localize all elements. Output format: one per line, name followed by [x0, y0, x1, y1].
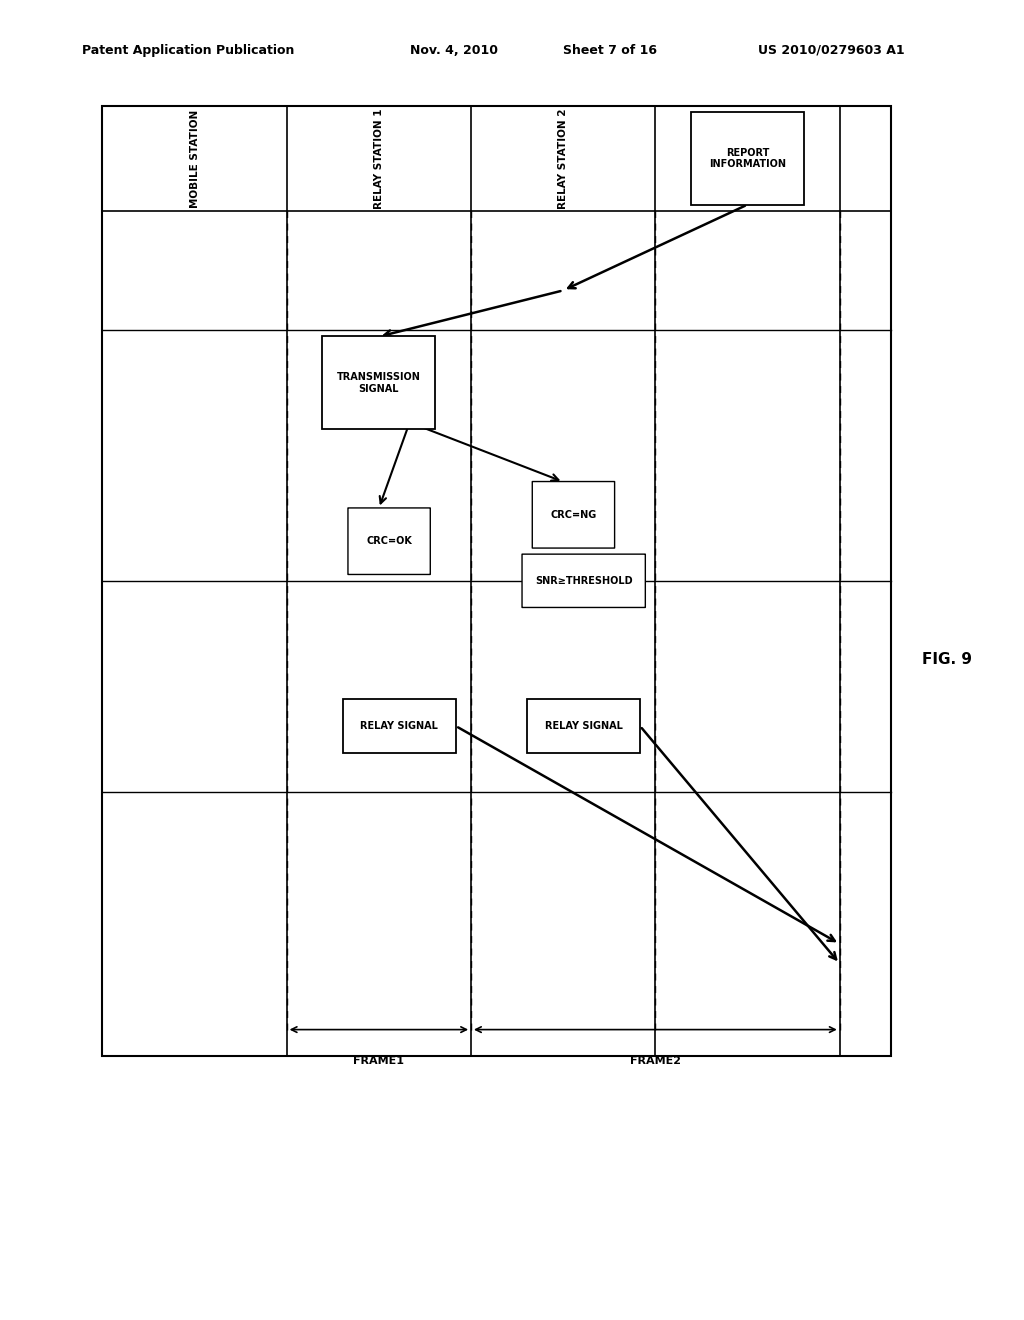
Text: CRC=OK: CRC=OK [367, 536, 412, 546]
Text: RELAY STATION 1: RELAY STATION 1 [374, 108, 384, 209]
Text: CRC=NG: CRC=NG [550, 510, 597, 520]
Text: MOBILE STATION: MOBILE STATION [189, 110, 200, 207]
Text: REPORT
INFORMATION: REPORT INFORMATION [709, 148, 786, 169]
Text: SNR≥THRESHOLD: SNR≥THRESHOLD [535, 576, 633, 586]
Text: RELAY SIGNAL: RELAY SIGNAL [360, 721, 438, 731]
FancyBboxPatch shape [343, 700, 456, 752]
Text: Patent Application Publication: Patent Application Publication [82, 44, 294, 57]
Text: US 2010/0279603 A1: US 2010/0279603 A1 [758, 44, 904, 57]
FancyBboxPatch shape [522, 554, 645, 607]
Text: Sheet 7 of 16: Sheet 7 of 16 [563, 44, 657, 57]
Text: TRANSMISSION
SIGNAL: TRANSMISSION SIGNAL [337, 372, 421, 393]
Text: RELAY SIGNAL: RELAY SIGNAL [545, 721, 623, 731]
Text: FRAME1: FRAME1 [353, 1056, 404, 1067]
FancyBboxPatch shape [527, 700, 640, 752]
Text: FRAME2: FRAME2 [630, 1056, 681, 1067]
Text: BASE STATION: BASE STATION [742, 116, 753, 201]
Bar [102, 106, 891, 1056]
FancyBboxPatch shape [323, 337, 435, 429]
Text: RELAY STATION 2: RELAY STATION 2 [558, 108, 568, 209]
FancyBboxPatch shape [532, 482, 614, 548]
Text: FIG. 9: FIG. 9 [922, 652, 972, 668]
Text: Nov. 4, 2010: Nov. 4, 2010 [410, 44, 498, 57]
FancyBboxPatch shape [348, 508, 430, 574]
FancyBboxPatch shape [691, 112, 804, 205]
